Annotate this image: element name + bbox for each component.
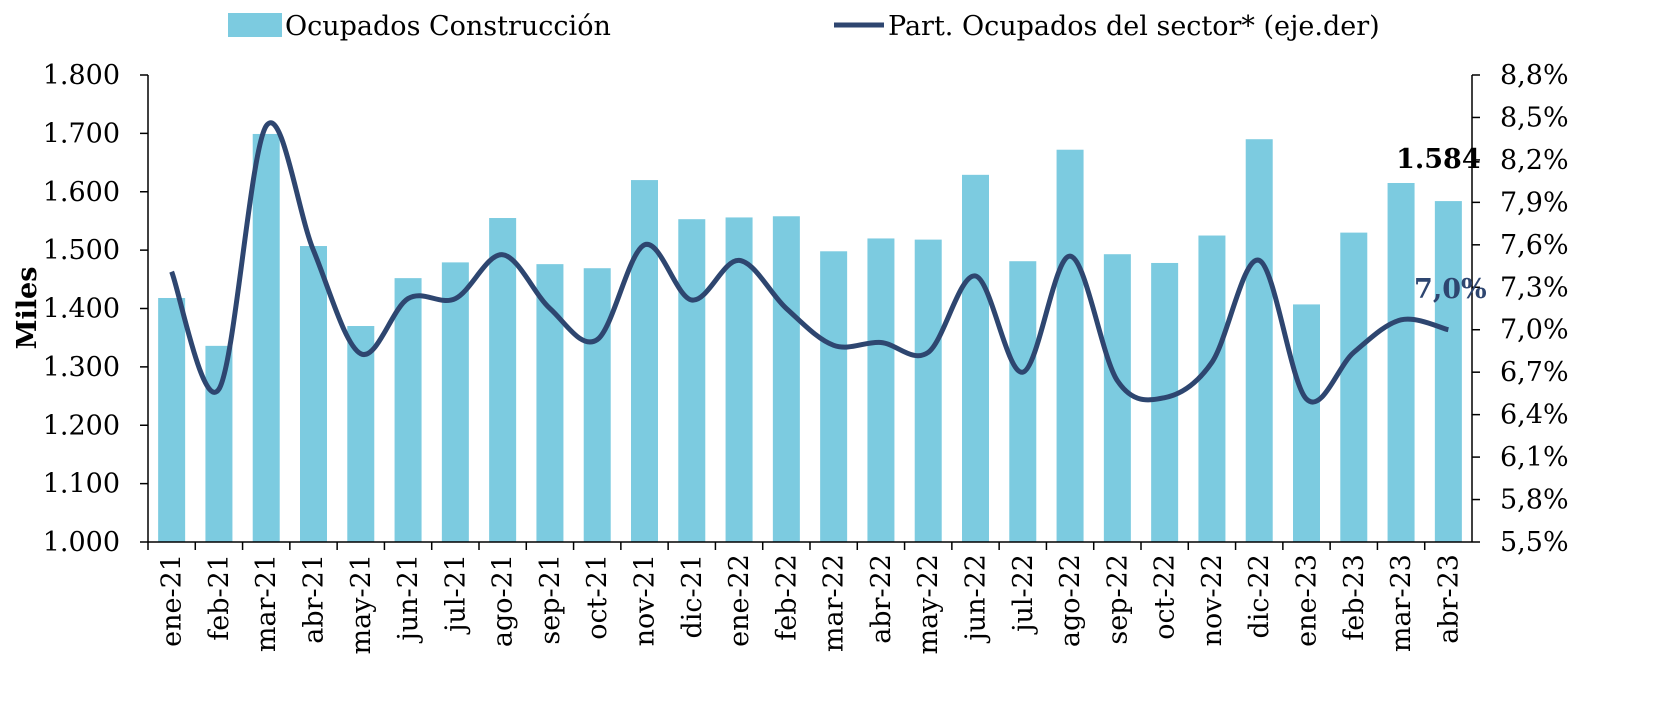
x-tick-label: feb-21 xyxy=(204,554,235,641)
bar xyxy=(489,218,517,543)
bar xyxy=(1056,149,1084,542)
y2-tick-label: 7,9% xyxy=(1500,187,1569,218)
bar xyxy=(678,219,706,542)
x-tick-label: dic-22 xyxy=(1244,554,1275,639)
y-tick-label: 1.000 xyxy=(43,527,120,558)
x-tick-label: feb-23 xyxy=(1339,554,1370,641)
legend-swatch xyxy=(228,13,282,37)
bar xyxy=(583,268,611,542)
y-tick-label: 1.100 xyxy=(43,469,120,500)
x-tick-label: sep-22 xyxy=(1102,554,1133,645)
bar xyxy=(1103,254,1131,542)
bar xyxy=(300,246,327,542)
y-tick-label: 1.300 xyxy=(43,352,120,383)
y2-tick-label: 6,7% xyxy=(1500,357,1569,388)
y2-tick-label: 8,2% xyxy=(1500,145,1569,176)
y2-tick-label: 7,3% xyxy=(1500,272,1569,303)
bar xyxy=(205,345,233,542)
bar xyxy=(1293,304,1320,542)
bar xyxy=(394,278,422,542)
y2-tick-label: 6,4% xyxy=(1500,400,1569,431)
y-tick-label: 1.500 xyxy=(43,235,120,266)
x-tick-label: jul-21 xyxy=(440,554,471,635)
x-tick-label: may-21 xyxy=(346,554,377,654)
bar xyxy=(1434,201,1462,542)
x-tick-label: oct-22 xyxy=(1150,554,1181,640)
y-axis-label: Miles xyxy=(12,267,43,350)
bar xyxy=(725,217,753,542)
bar xyxy=(867,238,895,542)
x-tick-label: sep-21 xyxy=(535,554,566,645)
bar xyxy=(1245,139,1273,542)
x-tick-label: abr-22 xyxy=(866,554,897,644)
y2-tick-label: 7,6% xyxy=(1500,230,1569,261)
legend-label: Part. Ocupados del sector* (eje.der) xyxy=(888,11,1380,42)
y-tick-label: 1.700 xyxy=(43,118,120,149)
y2-tick-label: 5,8% xyxy=(1500,485,1569,516)
x-tick-label: ene-21 xyxy=(157,554,188,647)
x-tick-label: nov-21 xyxy=(630,554,661,646)
x-tick-label: mar-22 xyxy=(819,554,850,652)
legend-label: Ocupados Construcción xyxy=(285,11,611,42)
bar xyxy=(820,251,848,543)
x-tick-label: ago-22 xyxy=(1055,554,1086,647)
bar xyxy=(1198,235,1226,542)
x-tick-label: abr-23 xyxy=(1433,554,1464,644)
y2-tick-label: 6,1% xyxy=(1500,442,1569,473)
bar xyxy=(962,174,989,543)
y2-tick-label: 8,5% xyxy=(1500,102,1569,133)
bar xyxy=(1387,182,1415,542)
line xyxy=(169,120,1450,405)
x-tick-label: ene-23 xyxy=(1292,554,1323,647)
x-tick-label: nov-22 xyxy=(1197,554,1228,646)
x-tick-label: jun-21 xyxy=(393,554,424,644)
bar xyxy=(252,133,280,543)
y2-tick-label: 7,0% xyxy=(1500,315,1569,346)
y2-tick-label: 5,5% xyxy=(1500,527,1569,558)
y-tick-label: 1.800 xyxy=(43,60,120,91)
bar xyxy=(158,297,186,542)
bar xyxy=(1009,261,1037,542)
bar xyxy=(772,216,800,542)
x-tick-label: jul-22 xyxy=(1008,554,1039,635)
y-tick-label: 1.400 xyxy=(43,294,120,325)
bar xyxy=(631,180,658,542)
bar xyxy=(441,262,469,542)
x-tick-label: dic-21 xyxy=(677,554,708,639)
x-tick-label: mar-23 xyxy=(1386,554,1417,652)
bar xyxy=(1340,232,1368,543)
x-tick-label: jun-22 xyxy=(961,554,992,644)
x-tick-label: ene-22 xyxy=(724,554,755,647)
x-tick-label: oct-21 xyxy=(582,554,613,640)
bar xyxy=(347,326,375,542)
y-tick-label: 1.200 xyxy=(43,410,120,441)
line-value-label: 7,0% xyxy=(1414,274,1487,305)
bar-value-label: 1.584 xyxy=(1396,144,1481,175)
y-tick-label: 1.600 xyxy=(43,177,120,208)
x-tick-label: mar-21 xyxy=(251,554,282,652)
y2-tick-label: 8,8% xyxy=(1500,60,1569,91)
bar xyxy=(1151,262,1179,542)
x-tick-label: feb-22 xyxy=(771,554,802,641)
x-tick-label: may-22 xyxy=(913,554,944,654)
x-tick-label: ago-21 xyxy=(488,554,519,647)
x-tick-label: abr-21 xyxy=(299,554,330,644)
bar xyxy=(914,239,942,542)
